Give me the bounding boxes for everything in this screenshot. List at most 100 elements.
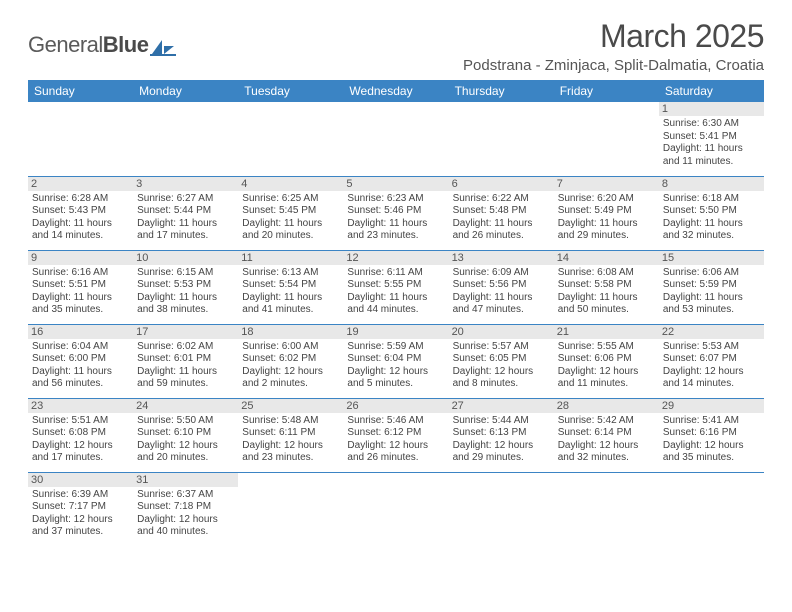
day-number: 17 <box>133 325 238 339</box>
day-number: 18 <box>238 325 343 339</box>
calendar-cell: 4 Sunrise: 6:25 AMSunset: 5:45 PMDaylight… <box>238 176 343 250</box>
weekday-header: Thursday <box>449 80 554 102</box>
day-info: Sunrise: 6:11 AMSunset: 5:55 PMDaylight:… <box>347 267 444 317</box>
day-info: Sunrise: 6:00 AMSunset: 6:02 PMDaylight:… <box>242 341 339 391</box>
day-number: 1 <box>659 102 764 116</box>
day-info: Sunrise: 5:42 AMSunset: 6:14 PMDaylight:… <box>558 415 655 465</box>
day-number: 12 <box>343 251 448 265</box>
day-info: Sunrise: 5:59 AMSunset: 6:04 PMDaylight:… <box>347 341 444 391</box>
calendar-cell: 20Sunrise: 5:57 AMSunset: 6:05 PMDayligh… <box>449 324 554 398</box>
day-number: 19 <box>343 325 448 339</box>
calendar-cell: 25 Sunrise: 5:48 AMSunset: 6:11 PMDayligh… <box>238 398 343 472</box>
day-number: 11 <box>238 251 343 265</box>
location: Podstrana - Zminjaca, Split-Dalmatia, Cr… <box>463 57 764 74</box>
title-block: March 2025 Podstrana - Zminjaca, Split-D… <box>463 18 764 74</box>
day-number: 25 <box>238 399 343 413</box>
page: GeneralBlue March 2025 Podstrana - Zminj… <box>0 0 792 546</box>
day-info: Sunrise: 6:25 AMSunset: 5:45 PMDaylight:… <box>242 193 339 243</box>
day-info: Sunrise: 5:44 AMSunset: 6:13 PMDaylight:… <box>453 415 550 465</box>
day-number: 24 <box>133 399 238 413</box>
calendar-cell <box>28 102 133 176</box>
day-number: 13 <box>449 251 554 265</box>
calendar-cell: 21 Sunrise: 5:55 AMSunset: 6:06 PMDayligh… <box>554 324 659 398</box>
calendar-cell <box>133 102 238 176</box>
day-info: Sunrise: 6:02 AMSunset: 6:01 PMDaylight:… <box>137 341 234 391</box>
day-info: Sunrise: 6:04 AMSunset: 6:00 PMDaylight:… <box>32 341 129 391</box>
calendar-cell: 14Sunrise: 6:08 AMSunset: 5:58 PMDayligh… <box>554 250 659 324</box>
day-number: 28 <box>554 399 659 413</box>
calendar-cell: 27 Sunrise: 5:44 AMSunset: 6:13 PMDayligh… <box>449 398 554 472</box>
day-info: Sunrise: 6:15 AMSunset: 5:53 PMDaylight:… <box>137 267 234 317</box>
calendar-cell: 9Sunrise: 6:16 AMSunset: 5:51 PMDaylight… <box>28 250 133 324</box>
day-info: Sunrise: 6:09 AMSunset: 5:56 PMDaylight:… <box>453 267 550 317</box>
calendar-cell: 10 Sunrise: 6:15 AMSunset: 5:53 PMDayligh… <box>133 250 238 324</box>
calendar-cell: 23 Sunrise: 5:51 AMSunset: 6:08 PMDayligh… <box>28 398 133 472</box>
day-number: 9 <box>28 251 133 265</box>
day-number: 22 <box>659 325 764 339</box>
calendar-cell <box>659 472 764 546</box>
calendar-body: 1 Sunrise: 6:30 AMSunset: 5:41 PMDaylight… <box>28 102 764 546</box>
calendar-cell <box>343 472 448 546</box>
day-info: Sunrise: 5:48 AMSunset: 6:11 PMDaylight:… <box>242 415 339 465</box>
day-number: 27 <box>449 399 554 413</box>
day-info: Sunrise: 5:57 AMSunset: 6:05 PMDaylight:… <box>453 341 550 391</box>
logo-part2: Blue <box>103 32 149 57</box>
day-number: 16 <box>28 325 133 339</box>
weekday-header: Wednesday <box>343 80 448 102</box>
weekday-header: Monday <box>133 80 238 102</box>
calendar-cell: 15 Sunrise: 6:06 AMSunset: 5:59 PMDayligh… <box>659 250 764 324</box>
calendar-cell: 1 Sunrise: 6:30 AMSunset: 5:41 PMDaylight… <box>659 102 764 176</box>
day-info: Sunrise: 5:53 AMSunset: 6:07 PMDaylight:… <box>663 341 760 391</box>
logo: GeneralBlue <box>28 32 176 58</box>
calendar-table: SundayMondayTuesdayWednesdayThursdayFrid… <box>28 80 764 546</box>
day-number: 10 <box>133 251 238 265</box>
calendar-week: 16 Sunrise: 6:04 AMSunset: 6:00 PMDayligh… <box>28 324 764 398</box>
calendar-cell <box>449 102 554 176</box>
calendar-cell: 16 Sunrise: 6:04 AMSunset: 6:00 PMDayligh… <box>28 324 133 398</box>
logo-part1: General <box>28 32 103 57</box>
day-number: 21 <box>554 325 659 339</box>
day-number: 7 <box>554 177 659 191</box>
header: GeneralBlue March 2025 Podstrana - Zminj… <box>28 18 764 74</box>
day-info: Sunrise: 6:06 AMSunset: 5:59 PMDaylight:… <box>663 267 760 317</box>
logo-sail-icon <box>150 38 176 56</box>
day-number: 6 <box>449 177 554 191</box>
calendar-cell: 17 Sunrise: 6:02 AMSunset: 6:01 PMDayligh… <box>133 324 238 398</box>
logo-text: GeneralBlue <box>28 32 148 58</box>
day-number: 26 <box>343 399 448 413</box>
day-number: 29 <box>659 399 764 413</box>
day-number: 23 <box>28 399 133 413</box>
calendar-cell: 11Sunrise: 6:13 AMSunset: 5:54 PMDayligh… <box>238 250 343 324</box>
day-number: 2 <box>28 177 133 191</box>
calendar-cell: 12 Sunrise: 6:11 AMSunset: 5:55 PMDayligh… <box>343 250 448 324</box>
day-info: Sunrise: 6:30 AMSunset: 5:41 PMDaylight:… <box>663 118 760 168</box>
calendar-cell: 31 Sunrise: 6:37 AMSunset: 7:18 PMDayligh… <box>133 472 238 546</box>
day-info: Sunrise: 6:27 AMSunset: 5:44 PMDaylight:… <box>137 193 234 243</box>
day-number: 5 <box>343 177 448 191</box>
calendar-cell <box>238 102 343 176</box>
day-info: Sunrise: 5:46 AMSunset: 6:12 PMDaylight:… <box>347 415 444 465</box>
calendar-cell: 6Sunrise: 6:22 AMSunset: 5:48 PMDaylight… <box>449 176 554 250</box>
weekday-header: Friday <box>554 80 659 102</box>
calendar-cell: 28 Sunrise: 5:42 AMSunset: 6:14 PMDayligh… <box>554 398 659 472</box>
day-info: Sunrise: 5:51 AMSunset: 6:08 PMDaylight:… <box>32 415 129 465</box>
calendar-head: SundayMondayTuesdayWednesdayThursdayFrid… <box>28 80 764 102</box>
calendar-cell: 3 Sunrise: 6:27 AMSunset: 5:44 PMDaylight… <box>133 176 238 250</box>
day-number: 4 <box>238 177 343 191</box>
calendar-cell <box>343 102 448 176</box>
calendar-week: 23 Sunrise: 5:51 AMSunset: 6:08 PMDayligh… <box>28 398 764 472</box>
day-number: 15 <box>659 251 764 265</box>
day-info: Sunrise: 6:39 AMSunset: 7:17 PMDaylight:… <box>32 489 129 539</box>
day-info: Sunrise: 5:55 AMSunset: 6:06 PMDaylight:… <box>558 341 655 391</box>
weekday-header: Saturday <box>659 80 764 102</box>
calendar-cell <box>554 102 659 176</box>
day-info: Sunrise: 6:37 AMSunset: 7:18 PMDaylight:… <box>137 489 234 539</box>
day-info: Sunrise: 5:41 AMSunset: 6:16 PMDaylight:… <box>663 415 760 465</box>
day-number: 3 <box>133 177 238 191</box>
day-number: 31 <box>133 473 238 487</box>
calendar-cell <box>449 472 554 546</box>
day-info: Sunrise: 6:23 AMSunset: 5:46 PMDaylight:… <box>347 193 444 243</box>
calendar-cell <box>238 472 343 546</box>
month-title: March 2025 <box>463 18 764 55</box>
calendar-week: 9Sunrise: 6:16 AMSunset: 5:51 PMDaylight… <box>28 250 764 324</box>
